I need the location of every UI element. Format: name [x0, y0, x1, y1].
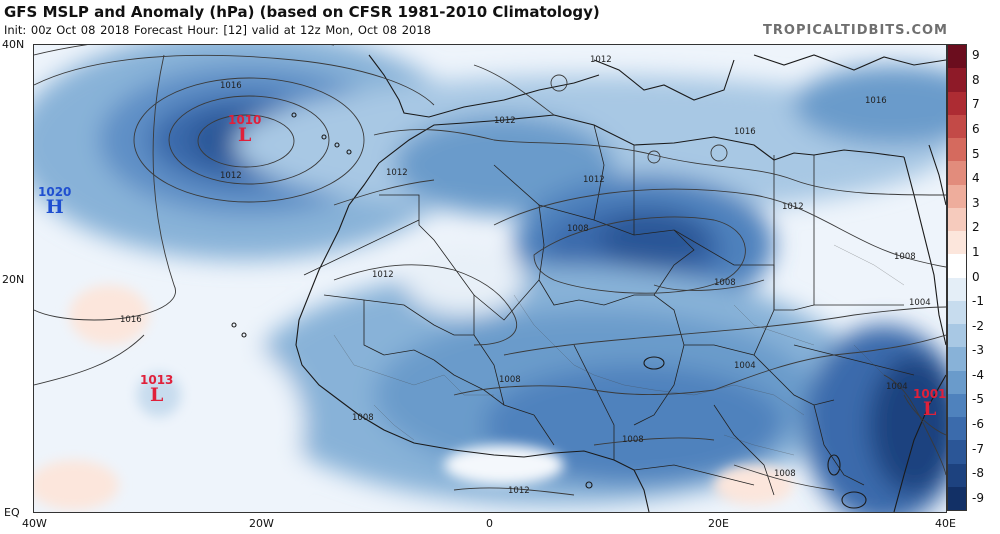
high-center-west: 1020 H: [38, 185, 72, 218]
colorbar-swatch: [948, 184, 966, 208]
colorbar-swatch: [948, 91, 966, 115]
svg-text:1008: 1008: [894, 252, 916, 262]
colorbar-label-9: 9: [972, 48, 980, 63]
colorbar-swatch: [948, 324, 966, 348]
colorbar-label-0: 0: [972, 269, 980, 284]
colorbar-label-neg6: -6: [972, 416, 984, 431]
low-center-east-africa: 1001 L: [913, 387, 947, 420]
lon-label-20w: 20W: [249, 517, 274, 530]
lon-label-20e: 20E: [708, 517, 729, 530]
svg-text:1008: 1008: [774, 469, 796, 479]
anomaly-colorbar: [947, 44, 967, 511]
colorbar-label-neg7: -7: [972, 441, 984, 456]
colorbar-swatch: [948, 393, 966, 417]
colorbar-swatch: [948, 300, 966, 324]
svg-text:1012: 1012: [782, 202, 804, 212]
colorbar-label-neg8: -8: [972, 466, 984, 481]
colorbar-label-neg4: -4: [972, 367, 984, 382]
country-borders: [303, 124, 915, 496]
colorbar-swatch: [948, 463, 966, 487]
colorbar-label-6: 6: [972, 122, 980, 137]
colorbar-label-4: 4: [972, 171, 980, 186]
svg-text:1008: 1008: [714, 278, 736, 288]
svg-text:1016: 1016: [120, 315, 142, 325]
map-canvas: 1016 1012 1012 1016 1012 1008 1012 1016 …: [34, 45, 946, 512]
svg-text:1004: 1004: [886, 382, 908, 392]
svg-text:1012: 1012: [372, 270, 394, 280]
colorbar-swatch: [948, 68, 966, 92]
isobars: [34, 45, 946, 496]
low-center-north-atlantic: 1010 L: [228, 113, 262, 146]
colorbar-label-neg5: -5: [972, 392, 984, 407]
map-panel: 1016 1012 1012 1016 1012 1008 1012 1016 …: [33, 44, 947, 513]
isobar-labels: 1016 1012 1012 1016 1012 1008 1012 1016 …: [120, 55, 931, 496]
svg-text:1012: 1012: [220, 171, 242, 181]
anomaly-shading: [34, 45, 946, 512]
svg-text:1004: 1004: [909, 298, 931, 308]
coastlines: [231, 54, 946, 512]
svg-text:1004: 1004: [734, 361, 756, 371]
low-center-atlantic-south: 1013 L: [140, 373, 174, 406]
colorbar-swatch: [948, 138, 966, 162]
svg-text:1012: 1012: [583, 175, 605, 185]
colorbar-swatch: [948, 161, 966, 185]
colorbar-label-8: 8: [972, 72, 980, 87]
svg-text:1008: 1008: [622, 435, 644, 445]
colorbar-swatch: [948, 114, 966, 138]
colorbar-label-3: 3: [972, 195, 980, 210]
colorbar-swatch: [948, 440, 966, 464]
colorbar-swatch: [948, 417, 966, 441]
colorbar-label-1: 1: [972, 244, 980, 259]
lat-label-40n: 40N: [2, 38, 25, 51]
svg-text:1008: 1008: [499, 375, 521, 385]
colorbar-swatch: [948, 45, 966, 69]
svg-text:1016: 1016: [220, 81, 242, 91]
colorbar-swatch: [948, 347, 966, 371]
svg-text:1012: 1012: [386, 168, 408, 178]
brand-watermark: TROPICALTIDBITS.COM: [763, 23, 948, 38]
colorbar-label-neg3: -3: [972, 343, 984, 358]
lon-label-40e: 40E: [935, 517, 956, 530]
colorbar-label-neg1: -1: [972, 294, 984, 309]
lon-label-0: 0: [486, 517, 493, 530]
lat-label-20n: 20N: [2, 273, 25, 286]
svg-text:1008: 1008: [567, 224, 589, 234]
colorbar-swatch: [948, 277, 966, 301]
svg-text:1012: 1012: [590, 55, 612, 65]
svg-text:1016: 1016: [865, 96, 887, 106]
colorbar-swatch: [948, 370, 966, 394]
svg-text:1008: 1008: [352, 413, 374, 423]
colorbar-swatch: [948, 207, 966, 231]
lon-label-40w: 40W: [22, 517, 47, 530]
colorbar-label-7: 7: [972, 97, 980, 112]
colorbar-label-2: 2: [972, 220, 980, 235]
colorbar-label-neg9: -9: [972, 490, 984, 505]
colorbar-swatch: [948, 231, 966, 255]
svg-text:1016: 1016: [734, 127, 756, 137]
colorbar-swatch: [948, 486, 966, 510]
svg-text:1012: 1012: [494, 116, 516, 126]
lat-label-eq: EQ: [4, 506, 20, 519]
colorbar-swatch: [948, 254, 966, 278]
forecast-info: Init: 00z Oct 08 2018 Forecast Hour: [12…: [4, 23, 431, 37]
map-title: GFS MSLP and Anomaly (hPa) (based on CFS…: [4, 3, 600, 21]
svg-text:1012: 1012: [508, 486, 530, 496]
colorbar-label-neg2: -2: [972, 318, 984, 333]
colorbar-label-5: 5: [972, 146, 980, 161]
